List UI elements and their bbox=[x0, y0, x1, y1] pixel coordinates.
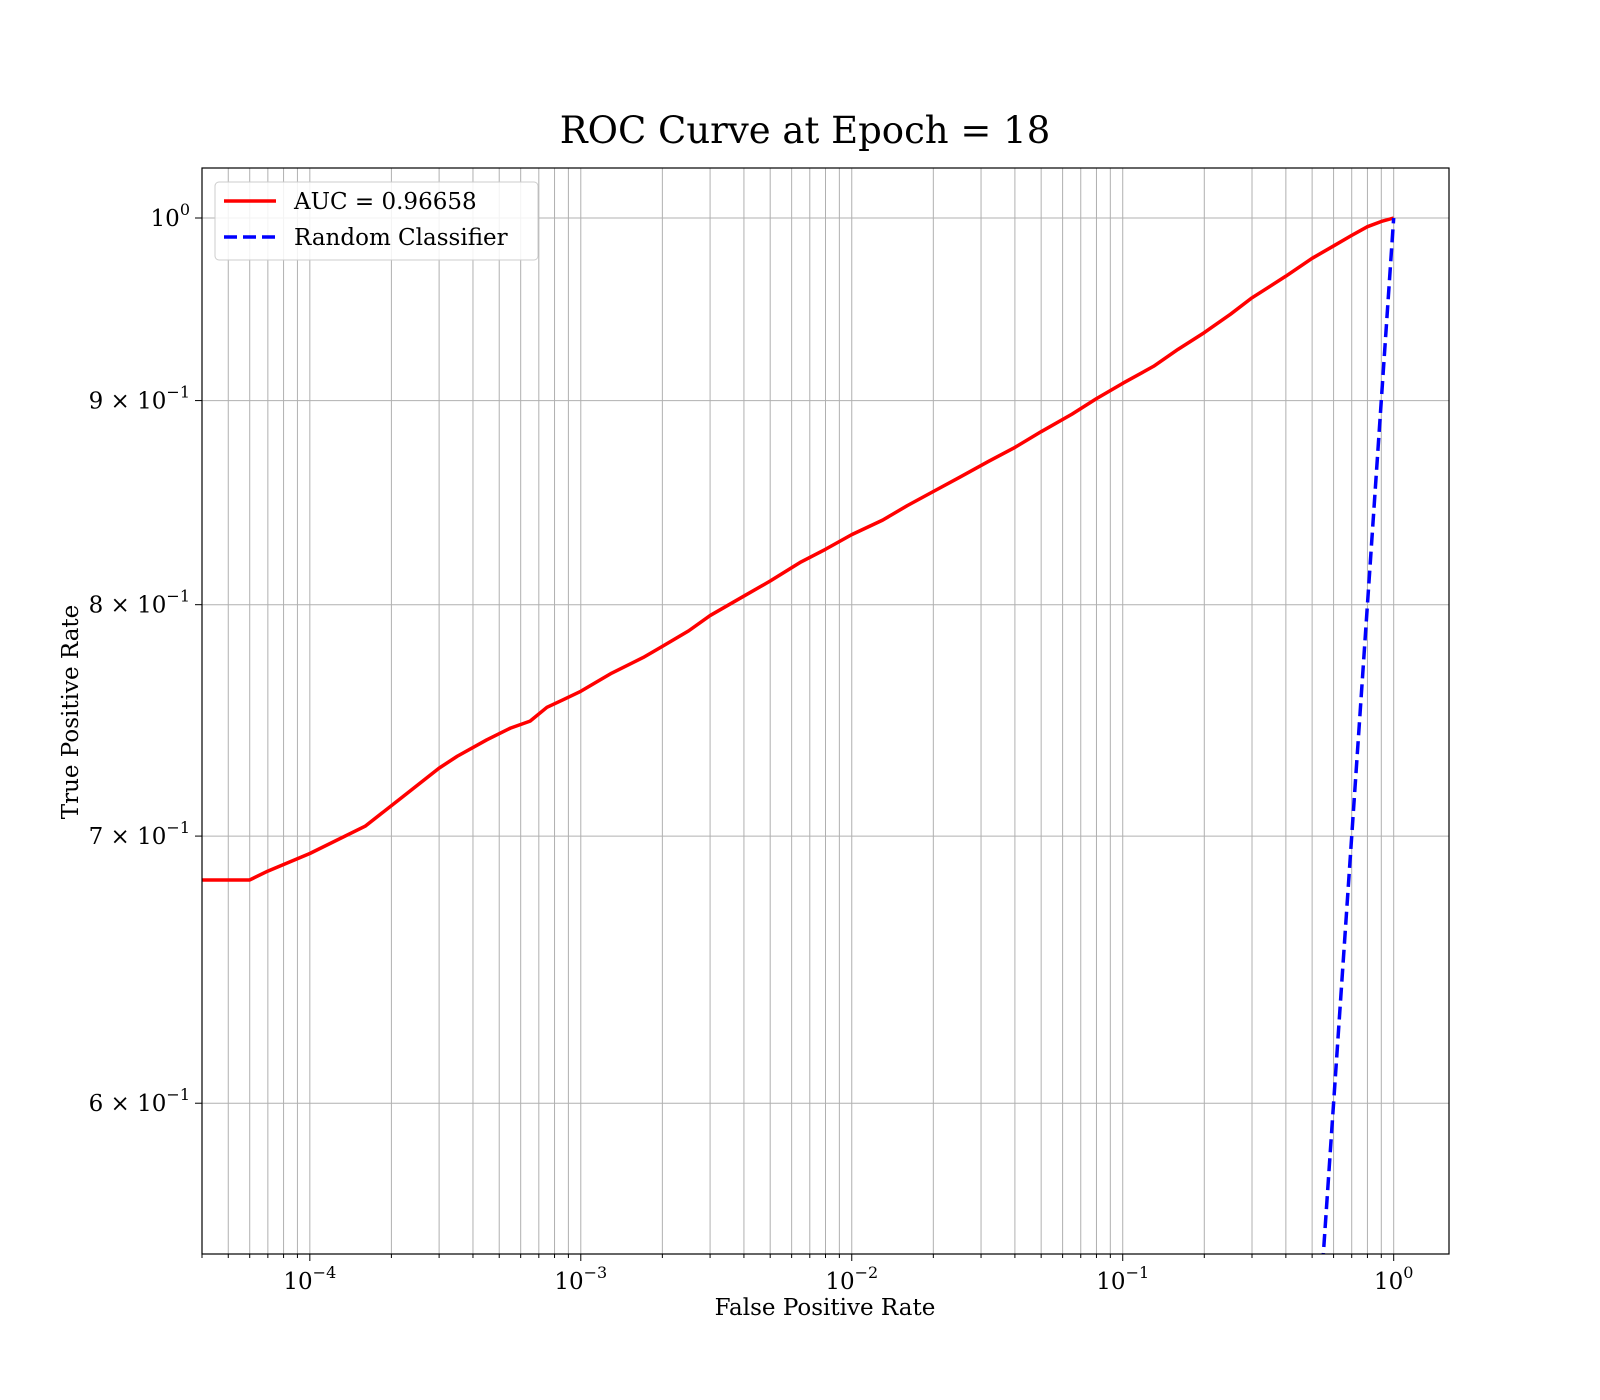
x-tick-label: 100 bbox=[1374, 1263, 1413, 1295]
y-tick-label: 100 bbox=[151, 200, 190, 232]
y-tick-label: 9 × 10−1 bbox=[89, 383, 190, 415]
legend-box bbox=[214, 181, 539, 261]
x-axis-ticks: 10−4 10−3 10−2 10−1 100 bbox=[201, 1254, 1413, 1295]
legend: AUC = 0.96658 Random Classifier bbox=[214, 181, 539, 261]
y-axis-ticks: 100 9 × 10−1 8 × 10−1 7 × 10−1 6 × 10−1 bbox=[89, 200, 202, 1117]
legend-label-auc: AUC = 0.96658 bbox=[293, 189, 477, 215]
x-tick-label: 10−3 bbox=[554, 1263, 607, 1295]
grid-lines bbox=[201, 168, 1449, 1254]
x-tick-label: 10−4 bbox=[283, 1263, 336, 1295]
x-tick-label: 10−1 bbox=[1096, 1263, 1149, 1295]
chart-title: ROC Curve at Epoch = 18 bbox=[560, 109, 1050, 152]
series-line-1 bbox=[1321, 217, 1396, 1254]
y-tick-label: 8 × 10−1 bbox=[89, 587, 190, 619]
series-line-0 bbox=[202, 216, 1395, 882]
y-tick-label: 7 × 10−1 bbox=[89, 818, 190, 850]
x-tick-label: 10−2 bbox=[825, 1263, 878, 1295]
x-axis-label: False Positive Rate bbox=[715, 1295, 936, 1321]
legend-label-random: Random Classifier bbox=[294, 225, 508, 251]
y-tick-label: 6 × 10−1 bbox=[89, 1085, 190, 1117]
plot-series bbox=[202, 216, 1396, 1254]
y-axis-label: True Positive Rate bbox=[58, 605, 84, 820]
